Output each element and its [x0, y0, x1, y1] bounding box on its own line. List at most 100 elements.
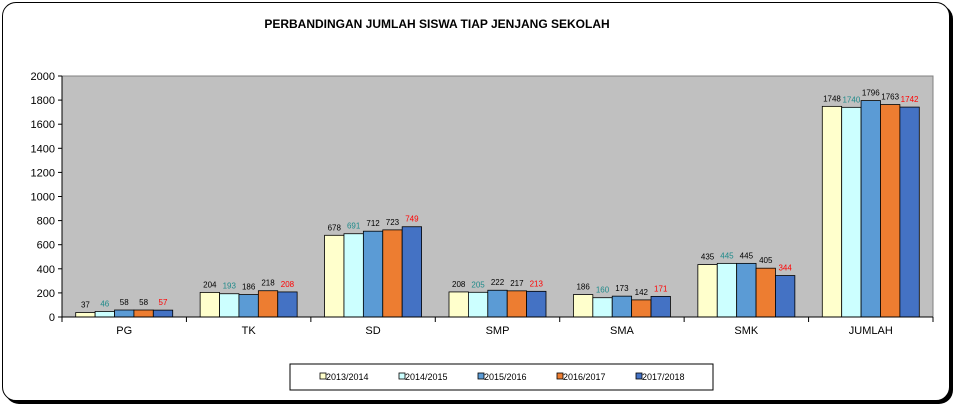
data-label: 678 — [328, 223, 342, 232]
data-label: 435 — [701, 253, 715, 262]
y-tick-label: 1200 — [31, 167, 55, 179]
bar — [526, 290, 547, 318]
data-label: 57 — [159, 298, 168, 307]
bar — [631, 299, 652, 318]
data-label: 218 — [261, 279, 275, 288]
x-tick-label: SMA — [610, 325, 635, 337]
data-label: 405 — [759, 256, 773, 265]
bars: 37 46 58 58 57 204 193 186 218 208 678 691 712 723 749… — [75, 89, 920, 318]
data-label: 1748 — [823, 94, 841, 103]
bar — [775, 275, 796, 318]
bar — [152, 309, 174, 318]
data-label: 173 — [615, 284, 629, 293]
legend-label: 2017/2018 — [642, 372, 685, 382]
bar — [592, 297, 613, 318]
x-tick-label: SMP — [486, 325, 510, 337]
legend-label: 2013/2014 — [326, 372, 369, 382]
bar — [611, 295, 633, 318]
data-label: 1796 — [862, 89, 880, 98]
legend-swatch — [398, 372, 406, 380]
legend: 2013/2014 2014/2015 2015/2016 2016/2017 2017… — [289, 363, 714, 391]
data-label: 58 — [120, 298, 129, 307]
x-tick-label: TK — [242, 325, 257, 337]
x-tick-label: JUMLAH — [849, 325, 893, 337]
bar — [716, 262, 738, 318]
y-tick-label: 800 — [37, 216, 55, 228]
bar — [114, 309, 135, 318]
y-tick-label: 2000 — [31, 71, 55, 83]
bar — [506, 290, 528, 318]
data-label: 204 — [203, 280, 217, 289]
data-label: 160 — [596, 286, 610, 295]
data-label: 445 — [720, 251, 734, 260]
legend-label: 2016/2017 — [563, 372, 606, 382]
data-label: 749 — [405, 215, 419, 224]
bar — [362, 230, 384, 318]
y-tick-label: 200 — [37, 288, 55, 300]
bar — [650, 295, 671, 318]
legend-swatch — [319, 372, 327, 380]
data-label: 37 — [81, 301, 90, 310]
data-label: 691 — [347, 222, 361, 231]
bar — [880, 104, 901, 318]
data-label: 186 — [576, 283, 590, 292]
data-label: 445 — [740, 251, 754, 260]
data-label: 213 — [530, 279, 544, 288]
x-tick-label: PG — [116, 325, 132, 337]
y-tick-label: 1000 — [31, 192, 55, 204]
data-label: 208 — [452, 280, 466, 289]
bar — [219, 293, 240, 318]
y-tick-label: 1400 — [31, 143, 55, 155]
bar — [382, 229, 403, 318]
y-tick-label: 1800 — [31, 95, 55, 107]
data-label: 1740 — [842, 95, 860, 104]
legend-swatch — [556, 372, 564, 380]
y-tick-label: 1600 — [31, 119, 55, 131]
bar — [401, 226, 422, 318]
y-tick-label: 600 — [37, 240, 55, 252]
bar — [257, 290, 279, 318]
y-tick-label: 0 — [49, 312, 55, 324]
bar — [94, 311, 115, 318]
data-label: 1763 — [881, 93, 899, 102]
x-axis: PG TK SD SMP SMA SMK JUMLAH — [61, 316, 934, 337]
data-label: 208 — [281, 280, 295, 289]
data-label: 171 — [654, 284, 668, 293]
data-label: 1742 — [901, 95, 919, 104]
bar — [467, 291, 489, 318]
legend-label: 2014/2015 — [405, 372, 448, 382]
legend-box — [289, 363, 714, 391]
data-label: 222 — [491, 278, 505, 287]
bar — [238, 294, 259, 318]
data-label: 186 — [242, 283, 256, 292]
bar — [75, 312, 96, 318]
data-label: 46 — [100, 299, 109, 308]
legend-swatch — [635, 372, 643, 380]
bar — [448, 291, 469, 318]
bar — [324, 234, 345, 318]
bar — [133, 309, 154, 318]
bar — [899, 106, 920, 318]
bar — [199, 292, 220, 318]
data-label: 344 — [778, 264, 792, 273]
bar — [841, 106, 862, 318]
bar — [343, 233, 364, 318]
x-tick-label: SMK — [734, 325, 759, 337]
x-tick-label: SD — [365, 325, 380, 337]
bar — [860, 100, 881, 318]
bar — [736, 262, 757, 318]
chart-title: PERBANDINGAN JUMLAH SISWA TIAP JENJANG S… — [264, 17, 609, 31]
bar — [487, 289, 508, 318]
data-label: 142 — [635, 288, 649, 297]
y-tick-label: 400 — [37, 264, 55, 276]
data-label: 58 — [139, 298, 148, 307]
data-label: 712 — [366, 219, 380, 228]
bar — [697, 264, 718, 318]
data-label: 723 — [386, 218, 400, 227]
legend-swatch — [477, 372, 485, 380]
data-label: 193 — [223, 282, 237, 291]
data-label: 205 — [471, 280, 485, 289]
legend-label: 2015/2016 — [484, 372, 527, 382]
bar — [821, 105, 843, 318]
bar — [573, 294, 594, 318]
